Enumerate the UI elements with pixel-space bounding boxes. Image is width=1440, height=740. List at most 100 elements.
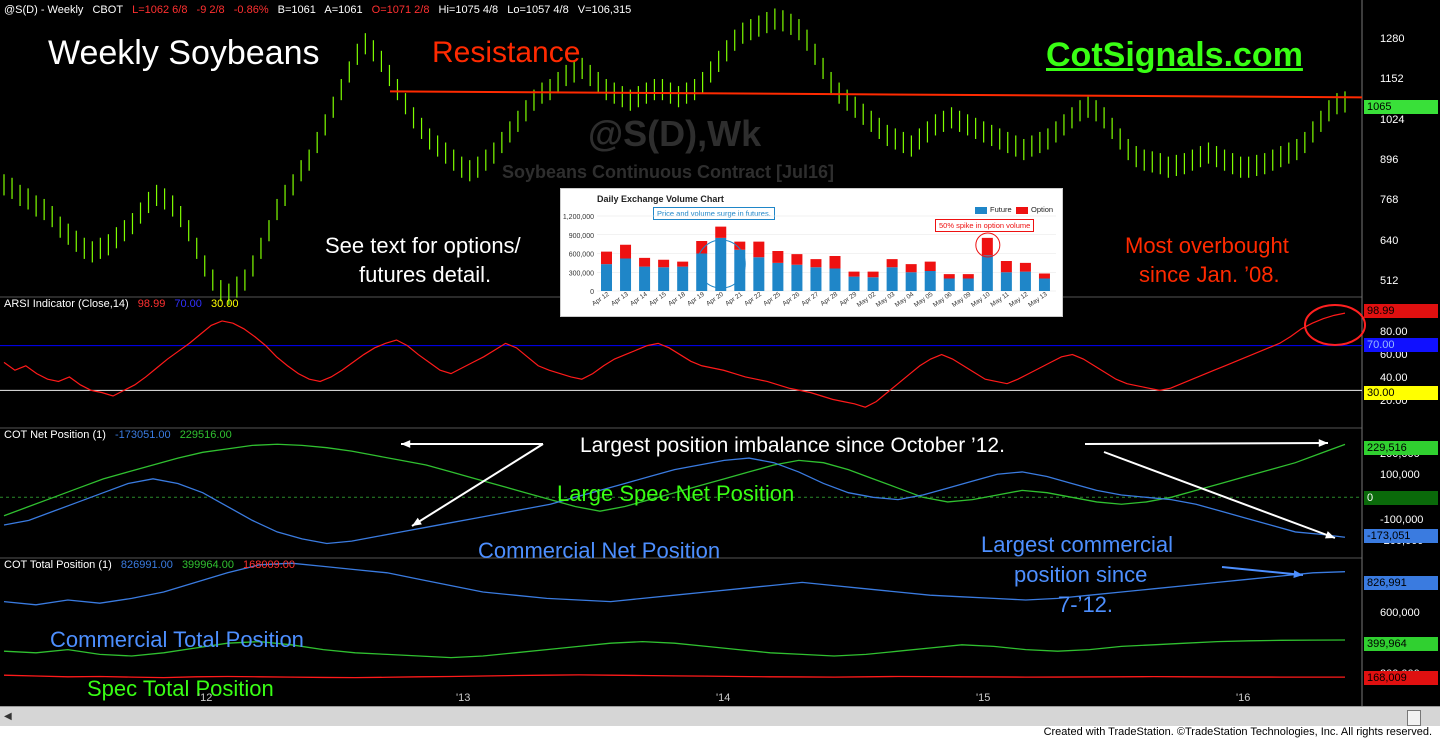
- inset-x-tick: Apr 28: [819, 291, 839, 308]
- inset-x-tick: Apr 20: [705, 291, 725, 308]
- inset-x-tick: Apr 21: [724, 291, 744, 308]
- inset-option-bar: [829, 256, 841, 269]
- inset-x-tick: Apr 13: [610, 291, 630, 308]
- legend-option-swatch: [1016, 206, 1028, 214]
- inset-option-bar: [1000, 261, 1012, 273]
- watermark-symbol: @S(D),Wk: [588, 113, 762, 154]
- horizontal-scrollbar[interactable]: ◀: [0, 706, 1440, 727]
- inset-future-bar: [734, 249, 746, 291]
- inset-x-tick: Apr 19: [686, 291, 706, 308]
- rsi-70-tag: 70.00: [1364, 338, 1438, 352]
- commercial-net-label: Commercial Net Position: [478, 538, 721, 563]
- net-blue-line: [3, 457, 1346, 545]
- inset-x-tick: May 02: [856, 291, 878, 309]
- rsi-30-tag: 30.00: [1364, 386, 1438, 400]
- inset-option-bar: [791, 254, 803, 265]
- cot-total-red-value: 168009.00: [243, 559, 295, 571]
- total-green-tag: 399,964: [1364, 637, 1438, 651]
- bid: B=1061: [277, 4, 316, 16]
- x-tick: '13: [456, 692, 471, 704]
- rsi-oversold-level: 30.00: [210, 298, 239, 310]
- net-tick: -100,000: [1380, 514, 1424, 526]
- price-tick: 1152: [1380, 73, 1404, 85]
- inset-x-tick: Apr 27: [800, 291, 820, 308]
- legend-future-swatch: [975, 206, 987, 214]
- inset-future-bar: [962, 278, 974, 291]
- inset-x-tick: May 04: [894, 291, 916, 309]
- largest-commercial-line1: Largest commercial: [981, 532, 1173, 557]
- inset-future-bar: [867, 277, 879, 291]
- arrow-shaft: [1103, 451, 1336, 539]
- inset-x-tick: Apr 25: [762, 291, 782, 308]
- rsi-tick: 40.00: [1380, 372, 1408, 384]
- largest-commercial-line3: 7-’12.: [1058, 592, 1114, 617]
- inset-options-circle: [975, 232, 1001, 258]
- inset-option-bar: [753, 241, 765, 258]
- inset-x-tick: May 12: [1008, 291, 1030, 309]
- copyright-footer: Created with TradeStation. ©TradeStation…: [1043, 726, 1432, 738]
- rsi-tick: 60.00: [1380, 349, 1408, 361]
- x-tick: '15: [976, 692, 991, 704]
- inset-y-tick: 300,000: [569, 270, 594, 277]
- inset-x-tick: Apr 29: [838, 291, 858, 308]
- scroll-left-icon[interactable]: ◀: [4, 711, 12, 722]
- resistance-label: Resistance: [432, 36, 581, 69]
- scrollbar-thumb[interactable]: [1407, 710, 1421, 726]
- net-tick: 100,000: [1380, 469, 1420, 481]
- arrow-shaft: [411, 443, 544, 527]
- arrow-head-icon: [1325, 531, 1335, 539]
- inset-future-bar: [981, 255, 993, 291]
- inset-future-bar: [810, 267, 822, 291]
- arrow-shaft: [1084, 442, 1329, 445]
- inset-option-bar: [658, 259, 670, 268]
- inset-option-bar: [734, 241, 746, 250]
- overbought-note-line2: since Jan. ’08.: [1139, 262, 1280, 287]
- total-green-line: [3, 639, 1346, 659]
- inset-future-bar: [715, 237, 727, 291]
- options-note-line2: futures detail.: [359, 262, 492, 287]
- inset-future-bar: [696, 253, 708, 291]
- legend-option-label: Option: [1031, 205, 1054, 214]
- symbol-name: @S(D) - Weekly: [4, 4, 84, 16]
- total-red-line: [3, 674, 1346, 679]
- volume: V=106,315: [577, 4, 632, 16]
- inset-option-bar: [848, 271, 860, 277]
- inset-x-tick: May 09: [951, 291, 973, 309]
- cot-total-green-value: 399964.00: [181, 559, 234, 571]
- inset-future-bar: [886, 267, 898, 291]
- cot-net-green-value: 229516.00: [179, 429, 232, 441]
- x-tick: '16: [1236, 692, 1251, 704]
- chart-canvas: [0, 0, 1366, 706]
- inset-option-bar: [962, 274, 974, 279]
- cot-net-title: COT Net Position (1): [4, 429, 106, 441]
- inset-y-tick: 600,000: [569, 252, 594, 259]
- commercial-total-label: Commercial Total Position: [50, 627, 304, 652]
- inset-future-bar: [943, 278, 955, 291]
- inset-x-tick: Apr 18: [667, 291, 687, 308]
- inset-x-tick: May 03: [875, 291, 897, 309]
- net-change: -9 2/8: [196, 4, 225, 16]
- status-strip: [0, 726, 1440, 740]
- inset-x-tick: May 13: [1027, 291, 1049, 309]
- inset-y-tick: 900,000: [569, 233, 594, 240]
- total-blue-tag: 826,991: [1364, 576, 1438, 590]
- inset-option-bar: [867, 271, 879, 278]
- arrow-head-icon: [1318, 439, 1328, 447]
- cot-total-panel-label: COT Total Position (1) 826991.00 399964.…: [4, 559, 301, 571]
- inset-option-bar: [810, 259, 822, 268]
- inset-option-bar: [601, 251, 612, 265]
- low: Lo=1057 4/8: [507, 4, 569, 16]
- inset-future-bar: [791, 264, 803, 291]
- inset-volume-chart: Daily Exchange Volume Chart Price and vo…: [560, 188, 1063, 317]
- rsi-value: 98.99: [137, 298, 166, 310]
- inset-option-bar: [639, 257, 651, 267]
- inset-future-bar: [677, 266, 689, 291]
- cot-net-blue-value: -173051.00: [114, 429, 171, 441]
- brand-link[interactable]: CotSignals.com: [1046, 36, 1303, 74]
- inset-y-tick: 0: [590, 289, 594, 296]
- inset-x-tick: May 06: [932, 291, 954, 309]
- inset-option-bar: [620, 244, 632, 259]
- legend-option: Option: [1016, 205, 1053, 214]
- total-blue-line: [3, 562, 1346, 606]
